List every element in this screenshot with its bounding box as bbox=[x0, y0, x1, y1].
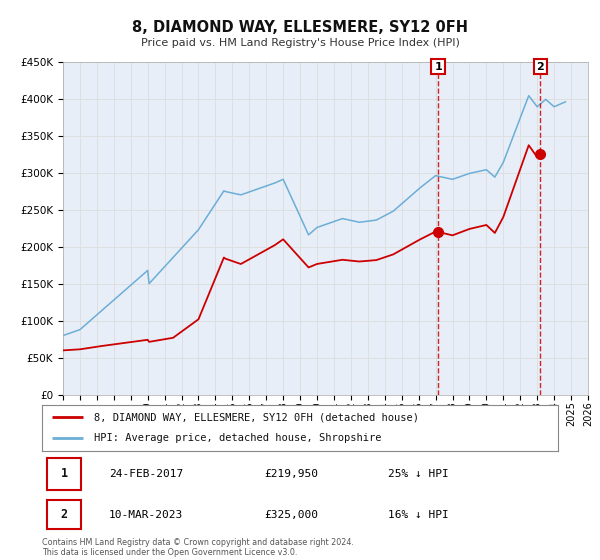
Text: 10-MAR-2023: 10-MAR-2023 bbox=[109, 510, 184, 520]
FancyBboxPatch shape bbox=[47, 458, 80, 490]
Text: 8, DIAMOND WAY, ELLESMERE, SY12 0FH: 8, DIAMOND WAY, ELLESMERE, SY12 0FH bbox=[132, 20, 468, 35]
Text: 24-FEB-2017: 24-FEB-2017 bbox=[109, 469, 184, 479]
Text: £325,000: £325,000 bbox=[264, 510, 318, 520]
Text: 16% ↓ HPI: 16% ↓ HPI bbox=[388, 510, 448, 520]
FancyBboxPatch shape bbox=[47, 501, 80, 530]
Text: Price paid vs. HM Land Registry's House Price Index (HPI): Price paid vs. HM Land Registry's House … bbox=[140, 38, 460, 48]
Text: 25% ↓ HPI: 25% ↓ HPI bbox=[388, 469, 448, 479]
Text: Contains HM Land Registry data © Crown copyright and database right 2024.
This d: Contains HM Land Registry data © Crown c… bbox=[42, 538, 354, 557]
Text: 2: 2 bbox=[536, 62, 544, 72]
Text: HPI: Average price, detached house, Shropshire: HPI: Average price, detached house, Shro… bbox=[94, 433, 381, 444]
Text: 2: 2 bbox=[61, 508, 68, 521]
Text: £219,950: £219,950 bbox=[264, 469, 318, 479]
Text: 1: 1 bbox=[61, 467, 68, 480]
Text: 1: 1 bbox=[434, 62, 442, 72]
Text: 8, DIAMOND WAY, ELLESMERE, SY12 0FH (detached house): 8, DIAMOND WAY, ELLESMERE, SY12 0FH (det… bbox=[94, 412, 419, 422]
